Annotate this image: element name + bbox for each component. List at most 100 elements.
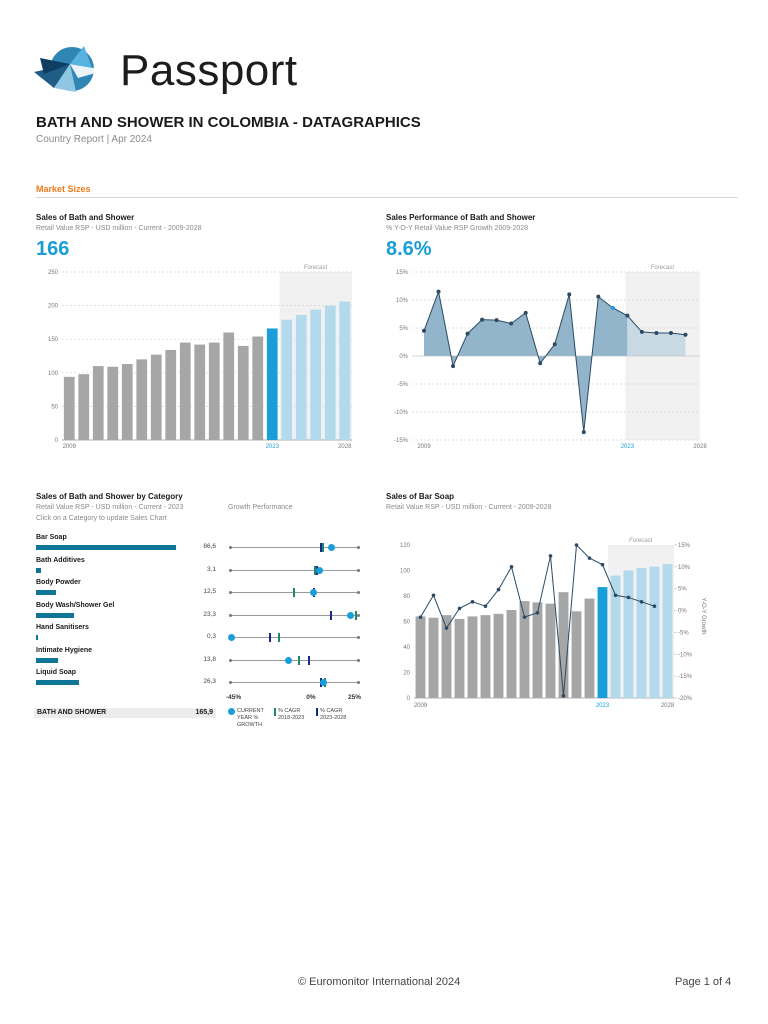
- category-bar: [36, 545, 176, 550]
- copyright: © Euromonitor International 2024: [298, 976, 461, 988]
- bar: [92, 366, 104, 440]
- category-bar: [36, 590, 57, 595]
- category-name: Hand Sanitisers: [36, 624, 89, 631]
- growth-point: [496, 587, 501, 592]
- category-row[interactable]: Liquid Soap 26,3: [34, 669, 364, 692]
- bar: [310, 309, 322, 440]
- category-bar: [36, 567, 41, 573]
- current-growth-dot: [309, 589, 317, 596]
- legend-marker: [274, 707, 276, 716]
- brand-name: Passport: [120, 46, 298, 95]
- x-tick-label: 2028: [338, 444, 352, 450]
- bar: [480, 615, 491, 698]
- category-value: 23,3: [203, 610, 216, 618]
- track-end: [357, 591, 360, 594]
- total-row[interactable]: BATH AND SHOWER 165,9: [34, 707, 216, 718]
- track-end: [357, 681, 360, 684]
- bar-soap-chart[interactable]: Forecast 0 20 40 60 80 100 120 15% 10% 5% 0% -5% -10%…: [380, 530, 718, 715]
- y-tick-label: 50: [51, 404, 58, 410]
- track-end: [357, 636, 360, 639]
- current-growth-dot: [327, 544, 335, 551]
- y2-tick-label: -15%: [678, 674, 693, 680]
- y-tick-label: 100: [48, 371, 59, 377]
- y-tick-label: 100: [400, 569, 411, 575]
- x-tick-label: 2028: [661, 703, 675, 709]
- bar: [121, 364, 133, 440]
- cagr-future-marker: [329, 610, 332, 620]
- growth-point: [538, 361, 543, 366]
- category-title: Sales of Bath and Shower by Category: [36, 492, 183, 501]
- growth-point: [567, 292, 572, 297]
- sales-chart-title: Sales of Bath and Shower: [36, 213, 135, 222]
- x-tick-label: 2009: [414, 703, 428, 709]
- track-end: [229, 613, 232, 617]
- y-tick-label: 60: [403, 620, 410, 626]
- sales-bar-chart[interactable]: Forecast 0 50 100 150 200 250 2009 2023 2028: [30, 260, 360, 455]
- bar: [662, 564, 673, 698]
- growth-axis-label: -45%: [226, 693, 242, 701]
- forecast-label: Forecast: [629, 538, 653, 544]
- growth-area-chart[interactable]: Forecast 15% 10% 5% 0% -5% -10% -15% 2009 2023 202…: [380, 260, 710, 455]
- y-tick-label: -10%: [394, 410, 409, 416]
- y2-tick-label: -20%: [678, 696, 693, 702]
- category-bar: [36, 635, 38, 640]
- growth-point: [625, 313, 630, 318]
- current-growth-dot: [319, 679, 327, 686]
- bar-soap-chart-subtitle: Retail Value RSP - USD million - Current…: [386, 504, 552, 511]
- growth-point: [431, 593, 436, 598]
- category-row[interactable]: Bar Soap 86,6: [34, 534, 364, 557]
- bar: [506, 610, 517, 698]
- category-row[interactable]: Bath Additives 3,1: [34, 557, 364, 580]
- bar: [237, 345, 249, 440]
- category-value: 0,3: [206, 633, 216, 640]
- section-divider: [36, 197, 738, 198]
- growth-point: [548, 554, 553, 558]
- growth-point: [480, 317, 485, 322]
- y2-tick-label: 10%: [678, 565, 691, 571]
- y2-axis-label: Y-O-Y Growth: [700, 598, 706, 635]
- bar: [208, 342, 220, 440]
- sales-chart-subtitle: Retail Value RSP - USD million - Current…: [36, 225, 202, 232]
- page-subtitle: Country Report | Apr 2024: [36, 134, 152, 145]
- category-name: Bar Soap: [36, 534, 67, 541]
- bar: [636, 567, 647, 698]
- growth-point: [494, 318, 499, 323]
- growth-point: [483, 604, 488, 608]
- y-tick-label: 5%: [399, 326, 408, 332]
- category-row[interactable]: Hand Sanitisers 0,3: [34, 624, 364, 647]
- total-value: 165,9: [195, 708, 213, 716]
- bar: [610, 575, 621, 698]
- bar: [63, 376, 75, 440]
- track-end: [229, 568, 232, 572]
- category-row[interactable]: Intimate Hygiene 13,8: [34, 647, 364, 670]
- bar: [493, 613, 504, 698]
- bar: [107, 366, 119, 440]
- growth-track: [230, 614, 358, 616]
- cagr-past-marker: [355, 610, 358, 620]
- growth-point: [509, 321, 514, 326]
- growth-chart-title: Sales Performance of Bath and Shower: [386, 213, 536, 222]
- bar: [136, 359, 148, 440]
- category-row[interactable]: Body Wash/Shower Gel 23,3: [34, 602, 364, 625]
- growth-point: [470, 600, 475, 604]
- category-list: Bar Soap 86,6 Bath Additives 3,1 Body Powder…: [34, 534, 364, 764]
- track-end: [357, 613, 360, 617]
- growth-point: [600, 562, 605, 567]
- sales-headline: 166: [36, 238, 70, 260]
- growth-point: [668, 331, 673, 336]
- cagr-past-marker: [322, 543, 325, 552]
- category-row[interactable]: Body Powder 12,5: [34, 579, 364, 602]
- growth-track: [230, 569, 358, 571]
- y-tick-label: 15%: [396, 270, 409, 276]
- growth-area-forecast: [627, 315, 686, 356]
- growth-point: [552, 342, 557, 347]
- growth-point: [523, 310, 528, 315]
- growth-point: [436, 289, 441, 294]
- growth-axis-label: 25%: [348, 693, 362, 701]
- x-tick-label: 2009: [63, 444, 77, 450]
- current-growth-dot: [347, 611, 355, 619]
- x-tick-label: 2028: [693, 444, 707, 450]
- current-growth-dot: [228, 634, 236, 641]
- logo: [34, 44, 114, 100]
- bar: [545, 603, 556, 698]
